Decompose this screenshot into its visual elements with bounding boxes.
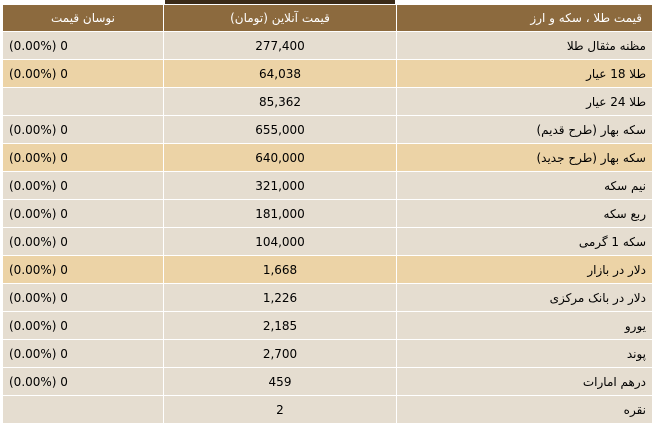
price-change: (0.00%) 0 (2, 339, 164, 368)
table-row: (0.00%) 0 459 درهم امارات (2, 367, 653, 396)
item-name: یورو (624, 318, 646, 333)
item-name-cell: طلا 24 عیار (396, 87, 653, 116)
price-value: 459 (163, 367, 397, 396)
top-strip (165, 0, 395, 4)
item-name: نقره (623, 402, 646, 417)
item-name: سکه بهار (طرح قدیم) (536, 122, 646, 137)
price-value: 64,038 (163, 59, 397, 88)
price-change: (0.00%) 0 (2, 171, 164, 200)
item-name-cell: سکه 1 گرمی (396, 227, 653, 256)
price-value: 655,000 (163, 115, 397, 144)
header-name: قیمت طلا ، سکه و ارز (396, 4, 653, 32)
table-row: (0.00%) 0 655,000 سکه بهار (طرح قدیم) (2, 115, 653, 144)
price-value: 321,000 (163, 171, 397, 200)
item-name-cell: پوند (396, 339, 653, 368)
table-row: (0.00%) 0 640,000 سکه بهار (طرح جدید) (2, 143, 653, 172)
top-bar (0, 0, 657, 5)
price-value: 2,185 (163, 311, 397, 340)
item-name: دلار در بازار (587, 262, 646, 277)
item-name-cell: ربع سکه (396, 199, 653, 228)
item-name-cell: طلا 18 عیار (396, 59, 653, 88)
item-name-cell: درهم امارات (396, 367, 653, 396)
price-change: (0.00%) 0 (2, 311, 164, 340)
item-name: درهم امارات (582, 374, 646, 389)
item-name-cell: دلار در بازار (396, 255, 653, 284)
item-name-cell: سکه بهار (طرح قدیم) (396, 115, 653, 144)
item-name-cell: سکه بهار (طرح جدید) (396, 143, 653, 172)
price-change: (0.00%) 0 (2, 227, 164, 256)
table-row: (0.00%) 0 181,000 ربع سکه (2, 199, 653, 228)
price-change: (0.00%) 0 (2, 283, 164, 312)
table-row: (0.00%) 0 321,000 نیم سکه (2, 171, 653, 200)
table-row: (0.00%) 0 104,000 سکه 1 گرمی (2, 227, 653, 256)
item-name-cell: یورو (396, 311, 653, 340)
price-change (2, 395, 164, 424)
table-row: 85,362 طلا 24 عیار (2, 87, 653, 116)
item-name: سکه بهار (طرح جدید) (536, 150, 646, 165)
price-change: (0.00%) 0 (2, 143, 164, 172)
price-value: 277,400 (163, 31, 397, 60)
item-name-cell: نیم سکه (396, 171, 653, 200)
price-value: 640,000 (163, 143, 397, 172)
table-row: 2 نقره (2, 395, 653, 424)
table-row: (0.00%) 0 277,400 مظنه مثقال طلا (2, 31, 653, 60)
item-name: نیم سکه (604, 178, 646, 193)
item-name: طلا 24 عیار (586, 94, 646, 109)
price-value: 104,000 (163, 227, 397, 256)
price-value: 2,700 (163, 339, 397, 368)
price-value: 2 (163, 395, 397, 424)
price-change: (0.00%) 0 (2, 255, 164, 284)
price-change: (0.00%) 0 (2, 367, 164, 396)
item-name-cell: مظنه مثقال طلا (396, 31, 653, 60)
price-change: (0.00%) 0 (2, 115, 164, 144)
table-row: (0.00%) 0 1,226 دلار در بانک مرکزی (2, 283, 653, 312)
price-change: (0.00%) 0 (2, 199, 164, 228)
header-change: نوسان قیمت (2, 4, 164, 32)
item-name: دلار در بانک مرکزی (549, 290, 646, 305)
price-value: 181,000 (163, 199, 397, 228)
price-table: نوسان قیمت قیمت آنلاین (تومان) قیمت طلا … (2, 4, 653, 424)
price-value: 1,668 (163, 255, 397, 284)
item-name: پوند (626, 346, 646, 361)
table-row: (0.00%) 0 2,185 یورو (2, 311, 653, 340)
item-name-cell: دلار در بانک مرکزی (396, 283, 653, 312)
item-name: سکه 1 گرمی (578, 234, 646, 249)
header-price: قیمت آنلاین (تومان) (163, 4, 397, 32)
price-change: (0.00%) 0 (2, 59, 164, 88)
item-name: طلا 18 عیار (586, 66, 646, 81)
table-row: (0.00%) 0 2,700 پوند (2, 339, 653, 368)
item-name: مظنه مثقال طلا (566, 38, 646, 53)
price-change (2, 87, 164, 116)
item-name-cell: نقره (396, 395, 653, 424)
item-name: ربع سکه (603, 206, 646, 221)
price-value: 1,226 (163, 283, 397, 312)
header-row: نوسان قیمت قیمت آنلاین (تومان) قیمت طلا … (2, 4, 653, 32)
table-row: (0.00%) 0 1,668 دلار در بازار (2, 255, 653, 284)
price-change: (0.00%) 0 (2, 31, 164, 60)
table-row: (0.00%) 0 64,038 طلا 18 عیار (2, 59, 653, 88)
price-value: 85,362 (163, 87, 397, 116)
